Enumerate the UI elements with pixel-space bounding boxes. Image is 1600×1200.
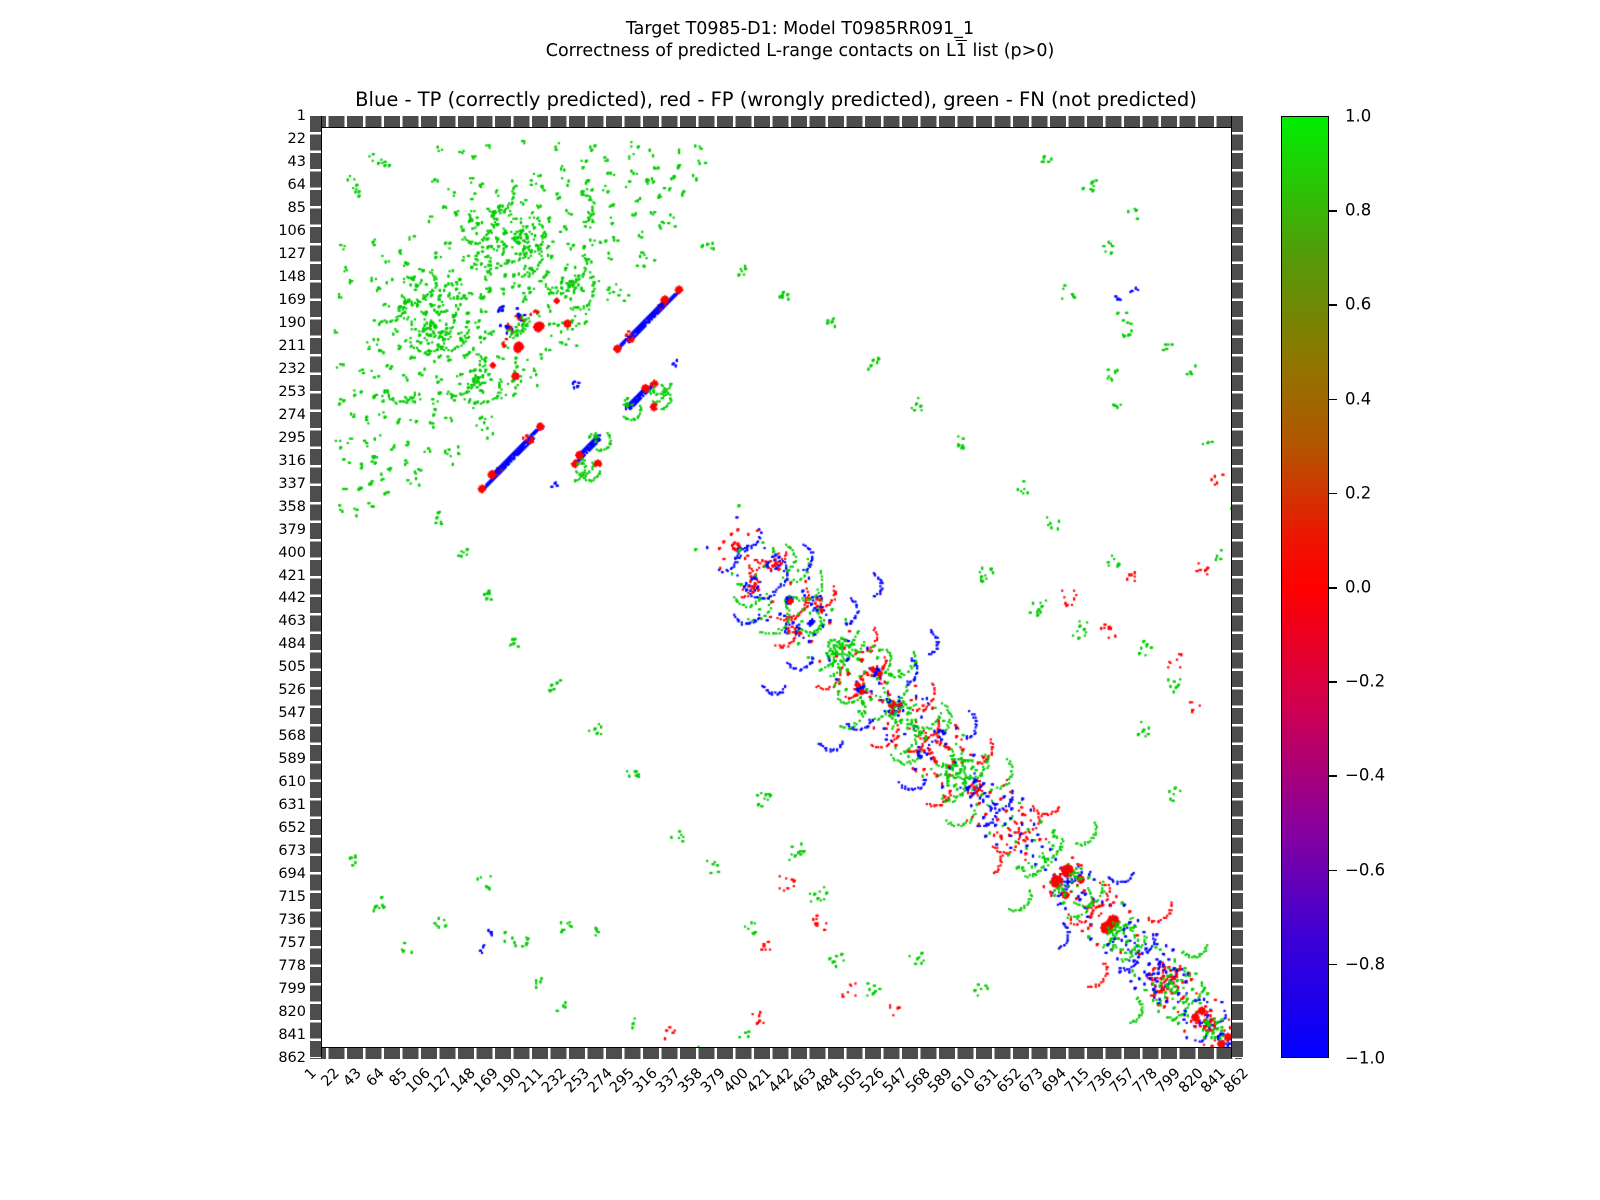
y-axis-tick-label: 274 <box>278 406 306 423</box>
colorbar-tick-label: −0.6 <box>1345 860 1386 880</box>
plot-title-block: Target T0985-D1: Model T0985RR091_1 Corr… <box>0 18 1600 62</box>
title-line-1: Target T0985-D1: Model T0985RR091_1 <box>625 19 975 39</box>
y-axis-tick-label: 85 <box>287 199 306 216</box>
y-axis-tick-label: 379 <box>278 521 306 538</box>
y-axis-tick-label: 169 <box>278 291 306 308</box>
colorbar-tick-mark <box>1329 869 1337 872</box>
y-axis-tick-label: 253 <box>278 383 306 400</box>
contact-map-plot[interactable] <box>310 116 1242 1058</box>
colorbar-tick-label: 0.0 <box>1345 577 1372 597</box>
colorbar-tick-label: 0.6 <box>1345 294 1372 314</box>
y-axis-tick-label: 610 <box>278 774 306 791</box>
y-axis-tick-label: 505 <box>278 659 306 676</box>
y-axis-tick-label: 652 <box>278 820 306 837</box>
y-axis-tick-label: 526 <box>278 682 306 699</box>
y-axis-tick-label: 211 <box>278 337 306 354</box>
colorbar-tick-label: −0.4 <box>1345 765 1386 785</box>
colorbar-tick-mark <box>1329 398 1337 401</box>
y-axis-tick-label: 631 <box>278 797 306 814</box>
colorbar[interactable] <box>1281 116 1329 1058</box>
colorbar-tick-label: 1.0 <box>1345 106 1372 126</box>
title-line-2-overline: 1 <box>955 41 967 61</box>
y-axis-tick-label: 757 <box>278 935 306 952</box>
y-axis-tick-label: 841 <box>278 1027 306 1044</box>
colorbar-tick-mark <box>1329 492 1337 495</box>
y-axis-tick-label: 673 <box>278 843 306 860</box>
y-axis-tick-label: 589 <box>278 751 306 768</box>
title-line-2-pre: Correctness of predicted L-range contact… <box>545 41 956 61</box>
colorbar-tick-label: 0.4 <box>1345 389 1372 409</box>
y-axis-tick-label: 148 <box>278 268 306 285</box>
title-line-2-post: list (p>0) <box>966 41 1055 61</box>
y-axis-tick-label: 295 <box>278 429 306 446</box>
colorbar-gradient <box>1282 117 1328 1057</box>
colorbar-tick-mark <box>1329 304 1337 306</box>
y-axis-tick-label: 547 <box>278 705 306 722</box>
colorbar-tick-mark <box>1329 587 1337 589</box>
y-axis-tick-label: 820 <box>278 1004 306 1021</box>
y-axis-tick-label: 43 <box>287 153 306 170</box>
y-axis-tick-label: 736 <box>278 912 306 929</box>
y-axis-tick-label: 400 <box>278 544 306 561</box>
y-axis-tick-label: 799 <box>278 981 306 998</box>
y-axis-tick-label: 190 <box>278 314 306 331</box>
colorbar-tick-label: −0.2 <box>1345 671 1386 691</box>
y-axis-tick-label: 316 <box>278 452 306 469</box>
colorbar-tick-mark <box>1329 210 1337 212</box>
colorbar-tick-mark <box>1329 775 1337 777</box>
y-axis-tick-label: 64 <box>287 176 306 193</box>
y-axis-tick-label: 442 <box>278 590 306 607</box>
y-axis-tick-label: 106 <box>278 222 306 239</box>
plot-legend-subtitle: Blue - TP (correctly predicted), red - F… <box>355 88 1197 111</box>
y-axis-tick-label: 568 <box>278 728 306 745</box>
colorbar-tick-label: 0.2 <box>1345 483 1372 503</box>
y-axis-tick-label: 337 <box>278 475 306 492</box>
colorbar-tick-mark <box>1329 681 1337 683</box>
colorbar-tick-label: −0.8 <box>1345 954 1386 974</box>
y-axis-tick-label: 127 <box>278 245 306 262</box>
y-axis-tick-label: 694 <box>278 866 306 883</box>
colorbar-tick-mark <box>1329 963 1337 966</box>
colorbar-tick-label: 0.8 <box>1345 200 1372 220</box>
y-axis-tick-label: 463 <box>278 613 306 630</box>
y-axis-tick-label: 862 <box>278 1050 306 1066</box>
colorbar-tick-label: −1.0 <box>1345 1048 1386 1068</box>
y-axis-tick-label: 22 <box>287 130 306 147</box>
y-axis-tick-label: 358 <box>278 498 306 515</box>
y-axis-tick-label: 421 <box>278 567 306 584</box>
title-line-2: Correctness of predicted L-range contact… <box>0 40 1600 62</box>
y-axis-tick-label: 1 <box>296 108 306 124</box>
y-axis-tick-label: 715 <box>278 889 306 906</box>
y-axis-tick-label: 778 <box>278 958 306 975</box>
contact-map-canvas[interactable] <box>311 117 1241 1057</box>
y-axis-tick-label: 484 <box>278 636 306 653</box>
y-axis-tick-label: 232 <box>278 360 306 377</box>
